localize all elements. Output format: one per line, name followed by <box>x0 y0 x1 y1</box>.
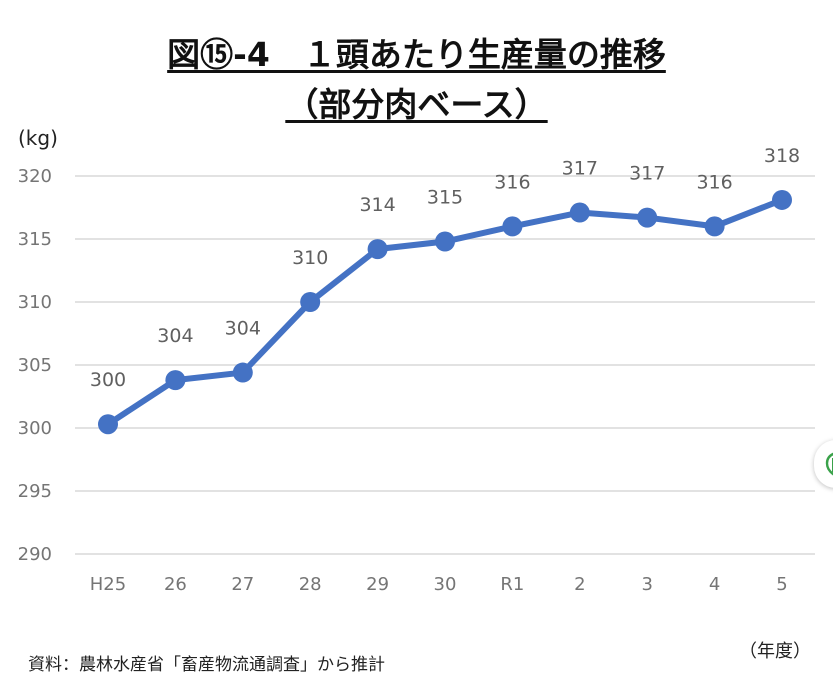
data-point <box>165 370 186 391</box>
data-label: 316 <box>696 171 732 193</box>
x-tick-label: 28 <box>299 574 322 595</box>
data-point <box>704 216 725 237</box>
data-label: 318 <box>764 145 800 167</box>
chart-title-line2: （部分肉ベース） <box>285 85 548 124</box>
data-label: 314 <box>359 194 395 216</box>
x-tick-label: H25 <box>90 574 126 595</box>
y-tick-label: 305 <box>18 355 52 376</box>
data-label: 317 <box>629 163 665 185</box>
x-tick-label: 29 <box>366 574 389 595</box>
data-label: 316 <box>494 171 530 193</box>
y-tick-label: 295 <box>18 481 52 502</box>
data-label: 310 <box>292 247 328 269</box>
leaf-icon <box>825 452 833 476</box>
data-point <box>502 216 523 237</box>
y-tick-label: 315 <box>18 229 52 250</box>
x-tick-label: 4 <box>709 574 720 595</box>
side-float-button[interactable] <box>814 440 833 488</box>
y-tick-label: 310 <box>18 292 52 313</box>
data-label: 315 <box>427 187 463 209</box>
data-label: 304 <box>157 325 193 347</box>
chart-title-line1: 図⑮-4 １頭あたり生産量の推移 <box>167 35 666 74</box>
x-tick-label: 27 <box>231 574 254 595</box>
data-point <box>98 414 118 435</box>
y-tick-label: 320 <box>18 166 52 187</box>
source-note: 資料：農林水産省「畜産物流通調査」から推計 <box>28 655 385 675</box>
data-point <box>367 239 388 260</box>
data-label: 300 <box>90 369 126 391</box>
y-tick-label: 290 <box>18 544 52 565</box>
y-axis-unit: (kg) <box>18 126 58 150</box>
data-point <box>772 189 792 210</box>
data-point <box>232 362 253 383</box>
data-label: 304 <box>225 318 261 340</box>
data-point <box>300 292 321 312</box>
x-axis-unit: （年度） <box>739 641 811 662</box>
x-tick-label: 30 <box>434 574 457 595</box>
y-tick-label: 300 <box>18 418 52 439</box>
data-point <box>435 231 455 252</box>
data-point <box>569 202 590 223</box>
x-tick-label: 3 <box>641 574 652 595</box>
data-point <box>637 207 658 228</box>
x-tick-label: 5 <box>776 574 787 595</box>
data-label: 317 <box>562 158 598 180</box>
x-tick-label: 26 <box>164 574 187 595</box>
x-tick-label: 2 <box>574 574 585 595</box>
x-tick-label: R1 <box>500 574 524 595</box>
